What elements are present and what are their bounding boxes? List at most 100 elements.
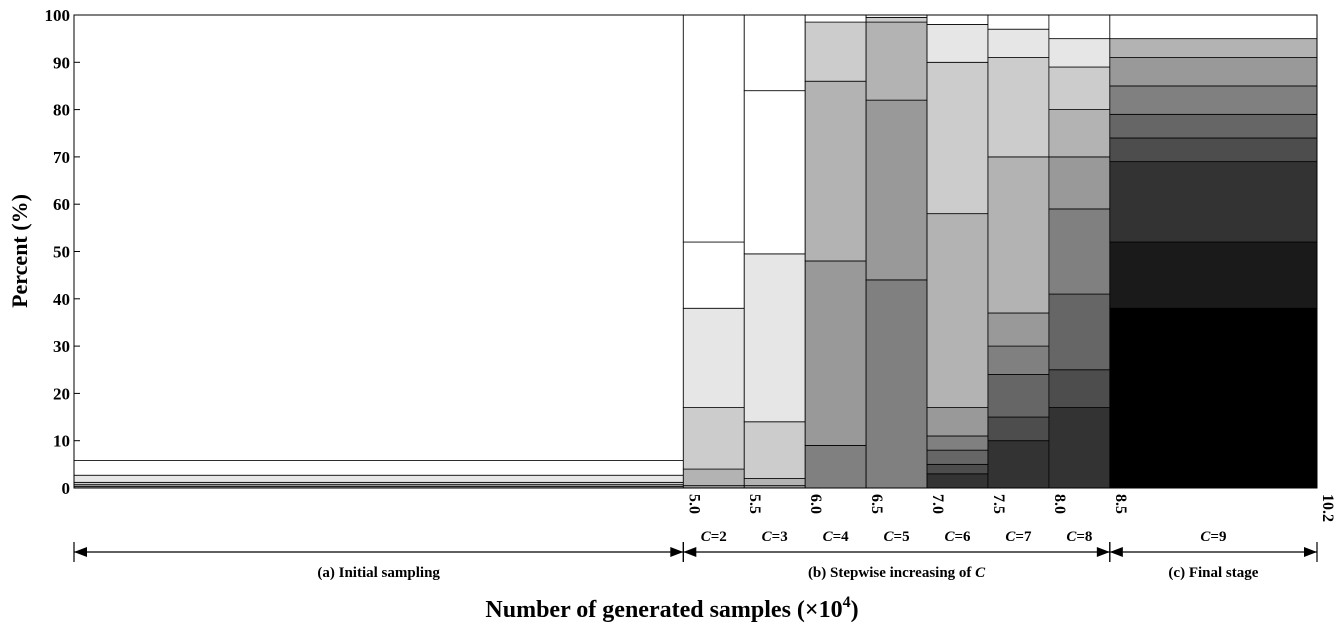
c-label: C=3 <box>762 529 788 545</box>
x-tick-label: 8.5 <box>1112 494 1129 514</box>
bar-segment <box>1048 14 1111 40</box>
c-label-value: =7 <box>1015 529 1032 545</box>
c-label-var: C <box>762 529 773 545</box>
c-label: C=7 <box>1005 529 1032 545</box>
bar-segment <box>804 260 867 446</box>
bar-segment <box>1109 113 1318 139</box>
c-label-value: =6 <box>954 529 971 545</box>
bar-segment <box>926 449 989 465</box>
bar-segment <box>1048 369 1111 408</box>
c-label-value: =8 <box>1076 529 1092 545</box>
bar-segment <box>1109 85 1318 115</box>
phase-label: (b) Stepwise increasing of C <box>808 565 986 581</box>
x-axis-label-exponent: 4 <box>843 594 851 611</box>
bar-segment <box>1048 156 1111 210</box>
bar-segment <box>743 421 806 479</box>
bar-segment <box>865 279 928 489</box>
phase-label-text: (a) Initial sampling <box>317 565 440 581</box>
y-tick-label: 90 <box>53 53 70 72</box>
c-label-var: C <box>701 529 712 545</box>
y-tick-label: 20 <box>53 384 70 403</box>
x-tick-label: 8.0 <box>1051 494 1068 514</box>
y-tick-label: 0 <box>62 479 71 498</box>
bar-segment <box>1109 137 1318 163</box>
bar-segment <box>926 435 989 451</box>
c-value-labels: C=2 C=3 C=4 C=5 C=6 C=7 C=8 C=9 <box>701 529 1227 545</box>
x-axis-label-main: Number of generated samples (×10 <box>485 597 842 623</box>
x-tick-label: 6.5 <box>868 494 885 514</box>
phase-arrowhead-right <box>1096 547 1110 557</box>
bar-segment <box>1048 109 1111 158</box>
bar-segment <box>926 213 989 408</box>
y-tick-label: 100 <box>45 6 71 25</box>
bar-segment <box>682 307 745 408</box>
x-tick-label: 10.2 <box>1319 494 1336 522</box>
phase-label-text: (b) Stepwise increasing of <box>808 565 975 581</box>
c-label: C=4 <box>823 529 850 545</box>
phase-arrowhead-left <box>74 547 87 557</box>
c-label: C=6 <box>944 529 971 545</box>
y-axis-ticks: 0 10 20 30 40 50 60 70 80 90 100 <box>45 6 80 498</box>
bar-segment <box>926 407 989 437</box>
y-axis-label: Percent (%) <box>7 194 32 308</box>
phase-label-var: C <box>975 565 986 581</box>
bar-segment <box>1048 38 1111 68</box>
phase-label-text: (c) Final stage <box>1168 565 1258 581</box>
x-tick-label: 7.5 <box>990 494 1007 514</box>
bar-segment <box>73 460 684 476</box>
x-axis-label: Number of generated samples (×104) <box>485 594 858 623</box>
bar-segment <box>73 14 684 461</box>
bar-segment <box>987 374 1050 418</box>
c-label-value: =3 <box>772 529 788 545</box>
c-label: C=8 <box>1066 529 1092 545</box>
bar-segment <box>926 463 989 475</box>
bar-segment <box>987 156 1050 314</box>
c-label-var: C <box>823 529 834 545</box>
y-tick-label: 50 <box>53 243 70 262</box>
bar-segment <box>743 478 806 487</box>
bar-segment <box>987 312 1050 347</box>
bar-segment <box>804 21 867 82</box>
phase-label: (a) Initial sampling <box>317 565 440 581</box>
c-label-value: =5 <box>894 529 910 545</box>
bar-segment <box>987 57 1050 158</box>
bar-segment <box>987 28 1050 58</box>
x-tick-label: 5.5 <box>746 494 763 514</box>
bar-segment <box>987 416 1050 442</box>
c-label-value: =4 <box>833 529 850 545</box>
x-axis-label-end: ) <box>851 597 859 623</box>
bar-segment <box>1109 161 1318 243</box>
x-tick-label: 7.0 <box>929 494 946 514</box>
bar-segment <box>682 407 745 470</box>
bar-segment <box>865 99 928 281</box>
bar-segment <box>987 14 1050 30</box>
x-axis-ticks: 5.0 5.5 6.0 6.5 7.0 7.5 8.0 8.5 10.2 <box>685 494 1336 522</box>
c-label-value: =9 <box>1210 529 1226 545</box>
y-tick-label: 40 <box>53 290 70 309</box>
bar-segment <box>1109 57 1318 87</box>
bar-segment <box>743 253 806 423</box>
c-label-var: C <box>1005 529 1016 545</box>
c-label-var: C <box>1066 529 1077 545</box>
bar-segment <box>926 14 989 25</box>
y-tick-label: 10 <box>53 432 70 451</box>
x-tick-label: 5.0 <box>685 494 702 514</box>
bar-segment <box>743 90 806 255</box>
c-label-var: C <box>884 529 895 545</box>
bar-segment <box>1109 241 1318 309</box>
bar-segment <box>682 14 745 243</box>
bar-segment <box>1048 293 1111 371</box>
bar-segment <box>804 445 867 489</box>
phase-arrowhead-right <box>670 547 684 557</box>
bar-segment <box>743 14 806 92</box>
y-tick-label: 80 <box>53 101 70 120</box>
phase-arrowhead-right <box>1304 547 1317 557</box>
phase-label: (c) Final stage <box>1168 565 1258 581</box>
bar-segments <box>73 14 1318 489</box>
bar-segment <box>804 80 867 262</box>
y-tick-label: 70 <box>53 148 70 167</box>
c-label: C=2 <box>701 529 727 545</box>
c-label: C=5 <box>884 529 910 545</box>
bar-segment <box>865 16 928 23</box>
